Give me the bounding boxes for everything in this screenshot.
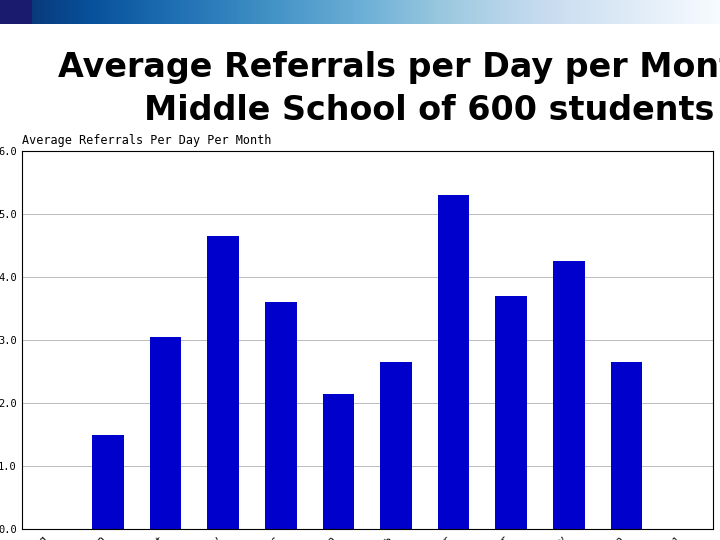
Text: Average Referrals Per Day Per Month: Average Referrals Per Day Per Month (22, 134, 271, 147)
Bar (265, 302, 297, 529)
Bar (0, 0, 32, 24)
Text: Middle School of 600 students: Middle School of 600 students (144, 94, 714, 127)
Bar (323, 394, 354, 529)
Bar (495, 296, 527, 529)
Bar (380, 362, 412, 529)
Bar (207, 236, 239, 529)
Bar (553, 261, 585, 529)
Bar (92, 435, 124, 529)
Bar (150, 337, 181, 529)
Bar (611, 362, 642, 529)
Bar (438, 195, 469, 529)
Text: Average Referrals per Day per Month: Average Referrals per Day per Month (58, 51, 720, 84)
